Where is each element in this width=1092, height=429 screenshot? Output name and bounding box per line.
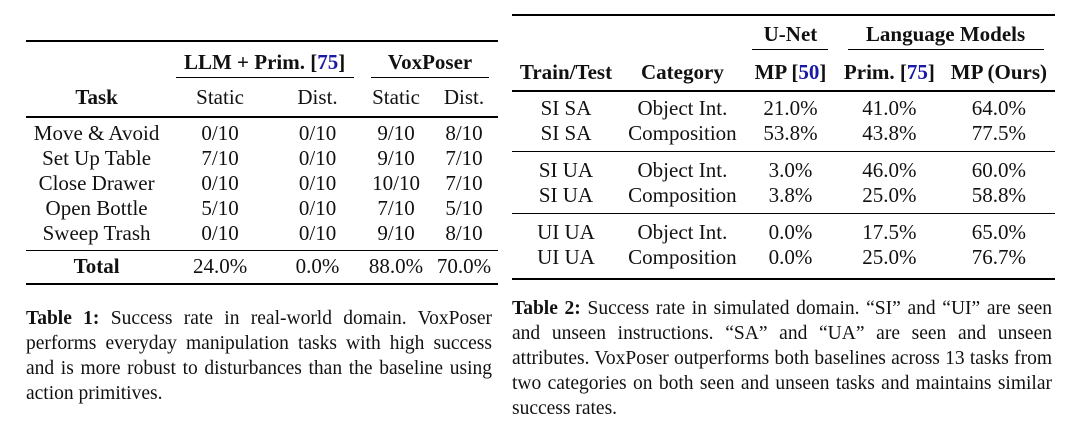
- table-1-caption: Table 1: Success rate in real-world doma…: [26, 306, 492, 406]
- t1-col-dist-llm: Dist.: [297, 85, 338, 109]
- caption-label: Table 1:: [26, 308, 100, 329]
- table-row: SI UA Composition 3.8% 25.0% 58.8%: [538, 183, 1027, 207]
- t2-col-mp-ours: MP (Ours): [950, 60, 1047, 84]
- t2-empty-header: [620, 15, 745, 55]
- table-row: Close Drawer 0/10 0/10 10/10 7/10: [38, 171, 483, 195]
- table-2: U-Net Language Models Train/Test Categor…: [512, 14, 1055, 280]
- t2-cite-50[interactable]: 50: [798, 60, 820, 84]
- table-row: Move & Avoid 0/10 0/10 9/10 8/10: [33, 121, 483, 145]
- table-row: UI UA Object Int. 0.0% 17.5% 65.0%: [512, 213, 1055, 245]
- table-row: Open Bottle 5/10 0/10 7/10 5/10: [45, 196, 483, 220]
- table-1: LLM + Prim. [75] VoxPoser Task Static Di…: [26, 40, 498, 285]
- table-row: SI SA Composition 53.8% 43.8% 77.5%: [540, 121, 1027, 145]
- t2-col-train-test: Train/Test: [519, 60, 613, 84]
- t1-col-static-llm: Static: [196, 85, 244, 109]
- table-2-caption: Table 2: Success rate in simulated domai…: [512, 296, 1052, 421]
- t1-empty-header: [26, 41, 167, 85]
- table-2-grid: U-Net Language Models Train/Test Categor…: [512, 14, 1055, 280]
- t2-group-unet: U-Net: [745, 15, 836, 55]
- t1-group-voxposer: VoxPoser: [362, 41, 498, 85]
- t1-col-dist-vox: Dist.: [443, 85, 485, 109]
- t2-col-category: Category: [641, 60, 724, 84]
- caption-text: Success rate in simulated domain. “SI” a…: [512, 298, 1052, 419]
- t2-cite-75[interactable]: 75: [906, 60, 928, 84]
- t2-col-prim: Prim. [75]: [843, 60, 935, 84]
- t2-col-mp: MP [50]: [754, 60, 827, 84]
- table-row: Sweep Trash 0/10 0/10 9/10 8/10: [42, 221, 483, 245]
- table-row: SI SA Object Int. 21.0% 41.0% 64.0%: [540, 96, 1027, 120]
- t2-group-language-models: Language Models: [836, 15, 1055, 55]
- table-row: Set Up Table 7/10 0/10 9/10 7/10: [42, 146, 483, 170]
- t2-empty-header: [512, 15, 620, 55]
- table-total-row: Total 24.0% 0.0% 88.0% 70.0%: [26, 250, 498, 284]
- table-row: UI UA Composition 0.0% 25.0% 76.7%: [512, 245, 1055, 279]
- table-1-grid: LLM + Prim. [75] VoxPoser Task Static Di…: [26, 40, 498, 285]
- t1-col-task: Task: [75, 85, 118, 109]
- t1-group-llm-prim: LLM + Prim. [75]: [167, 41, 362, 85]
- table-row: SI UA Object Int. 3.0% 46.0% 60.0%: [512, 151, 1055, 183]
- t1-cite-75[interactable]: 75: [317, 49, 339, 74]
- caption-text: Success rate in real-world domain. VoxPo…: [26, 308, 492, 404]
- caption-label: Table 2:: [512, 298, 581, 319]
- t1-col-static-vox: Static: [372, 85, 420, 109]
